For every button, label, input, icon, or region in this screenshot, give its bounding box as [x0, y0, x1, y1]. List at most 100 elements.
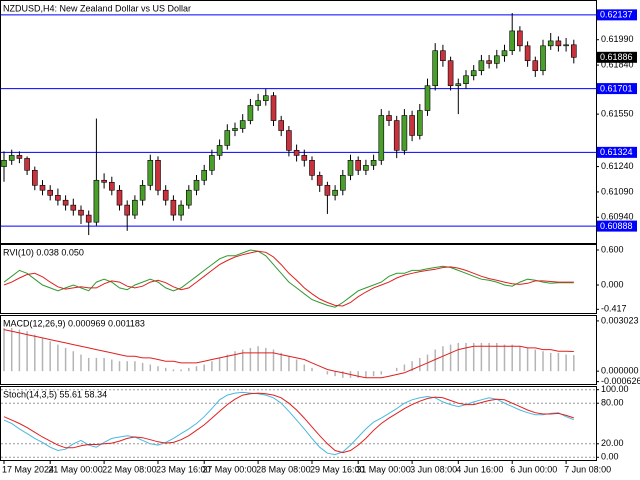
- candle-body: [93, 179, 100, 223]
- y-tick-label: 20.00: [601, 438, 624, 448]
- candle-body: [493, 55, 500, 64]
- x-tick-label: 7 Jun 08:00: [564, 464, 611, 474]
- candle-body: [355, 160, 362, 171]
- candle-body: [109, 181, 115, 191]
- x-tick-label: 23 May 16:00: [156, 464, 211, 474]
- y-tick-label: 0.000000: [601, 366, 639, 376]
- candle-body: [78, 209, 84, 216]
- candle-body: [447, 60, 454, 87]
- candle-body: [39, 185, 46, 191]
- candle-body: [440, 50, 446, 61]
- candle-body: [186, 189, 192, 206]
- candle-body: [132, 199, 138, 216]
- candle-body: [155, 160, 161, 191]
- candle-body: [201, 169, 207, 181]
- candle-body: [8, 155, 15, 161]
- last-price-label: 0.61886: [600, 52, 633, 62]
- candle-body: [216, 145, 223, 156]
- level-label: 0.61701: [600, 83, 633, 93]
- candle-body: [424, 85, 431, 111]
- candle-body: [532, 60, 539, 71]
- candle-body: [139, 185, 146, 201]
- x-tick-label: 6 Jun 00:00: [510, 464, 557, 474]
- y-tick-label: 0.61090: [601, 186, 634, 196]
- panel-title: MACD(12,26,9) 0.000969 0.001183: [3, 318, 145, 328]
- level-label-box: [597, 146, 637, 158]
- candle-body: [47, 189, 54, 196]
- candle-body: [370, 160, 377, 166]
- candle-body: [16, 155, 23, 159]
- candle-body: [570, 44, 577, 58]
- candle-body: [324, 185, 331, 196]
- candle-body: [116, 189, 123, 206]
- y-tick-label: 0.60940: [601, 212, 634, 222]
- y-tick-label: 0.003023: [601, 315, 639, 325]
- candle-body: [55, 195, 61, 201]
- y-tick-label: 0.000: [601, 279, 624, 289]
- panel-title: Stoch(14,3,5) 55.61 58.34: [3, 389, 107, 399]
- level-label-box: [597, 9, 637, 21]
- candle-body: [547, 40, 554, 47]
- x-tick-label: 3 Jun 08:00: [410, 464, 457, 474]
- candle-body: [193, 179, 200, 191]
- y-tick-label: 100.00: [601, 384, 629, 394]
- candle-body: [247, 105, 254, 121]
- level-label: 0.61324: [600, 147, 633, 157]
- candle-body: [31, 169, 38, 186]
- y-tick-label: 0.600: [601, 244, 624, 254]
- y-tick-label: -0.417: [601, 304, 627, 314]
- candle-body: [316, 175, 323, 186]
- x-tick-label: 22 May 08:00: [102, 464, 157, 474]
- candle-body: [1, 160, 7, 167]
- candle-body: [432, 50, 439, 87]
- candle-body: [478, 60, 485, 71]
- candle-body: [232, 128, 238, 131]
- last-price-box: [597, 51, 637, 63]
- candle-body: [262, 95, 269, 101]
- y-tick-label: 80.00: [601, 398, 624, 408]
- signal-line: [3, 329, 574, 379]
- candle-body: [301, 155, 308, 161]
- candle-body: [470, 70, 477, 77]
- indicator-line: [3, 392, 574, 454]
- x-tick-label: 17 May 2024: [2, 464, 54, 474]
- candle-body: [270, 95, 277, 121]
- candle-body: [416, 110, 423, 136]
- candle-body: [147, 160, 154, 186]
- candle-body: [540, 45, 546, 71]
- candle-body: [386, 115, 392, 121]
- candle-body: [393, 120, 400, 151]
- indicator-line: [3, 391, 574, 456]
- candle-body: [70, 204, 77, 211]
- level-label-box: [597, 83, 637, 95]
- panel-frames: [0, 0, 597, 461]
- candle-body: [224, 130, 231, 146]
- level-label: 0.62137: [600, 10, 633, 20]
- candle-body: [501, 50, 508, 57]
- y-tick-label: -0.000626: [601, 376, 640, 386]
- candle-body: [101, 179, 107, 183]
- candle-body: [555, 40, 562, 47]
- candle-body: [170, 199, 177, 216]
- level-label: 0.60888: [600, 221, 633, 231]
- y-tick-label: 0.61240: [601, 161, 634, 171]
- candle-body: [255, 100, 261, 106]
- candle-body: [401, 115, 408, 151]
- panel-title: RVI(10) 0.038 0.050: [3, 247, 84, 257]
- level-label-box: [597, 220, 637, 232]
- x-tick-label: 27 May 00:00: [202, 464, 257, 474]
- y-tick-label: 0.61550: [601, 109, 634, 119]
- candle-body: [486, 60, 492, 64]
- candle-body: [293, 150, 300, 156]
- candle-body: [162, 189, 169, 201]
- y-tick-label: 0.61990: [601, 34, 634, 44]
- x-tick-label: 31 May 00:00: [356, 464, 411, 474]
- x-tick-label: 4 Jun 16:00: [456, 464, 503, 474]
- candle-body: [409, 115, 415, 136]
- x-tick-label: 29 May 16:00: [310, 464, 365, 474]
- x-tick-label: 28 May 08:00: [256, 464, 311, 474]
- x-tick-label: 21 May 00:00: [48, 464, 103, 474]
